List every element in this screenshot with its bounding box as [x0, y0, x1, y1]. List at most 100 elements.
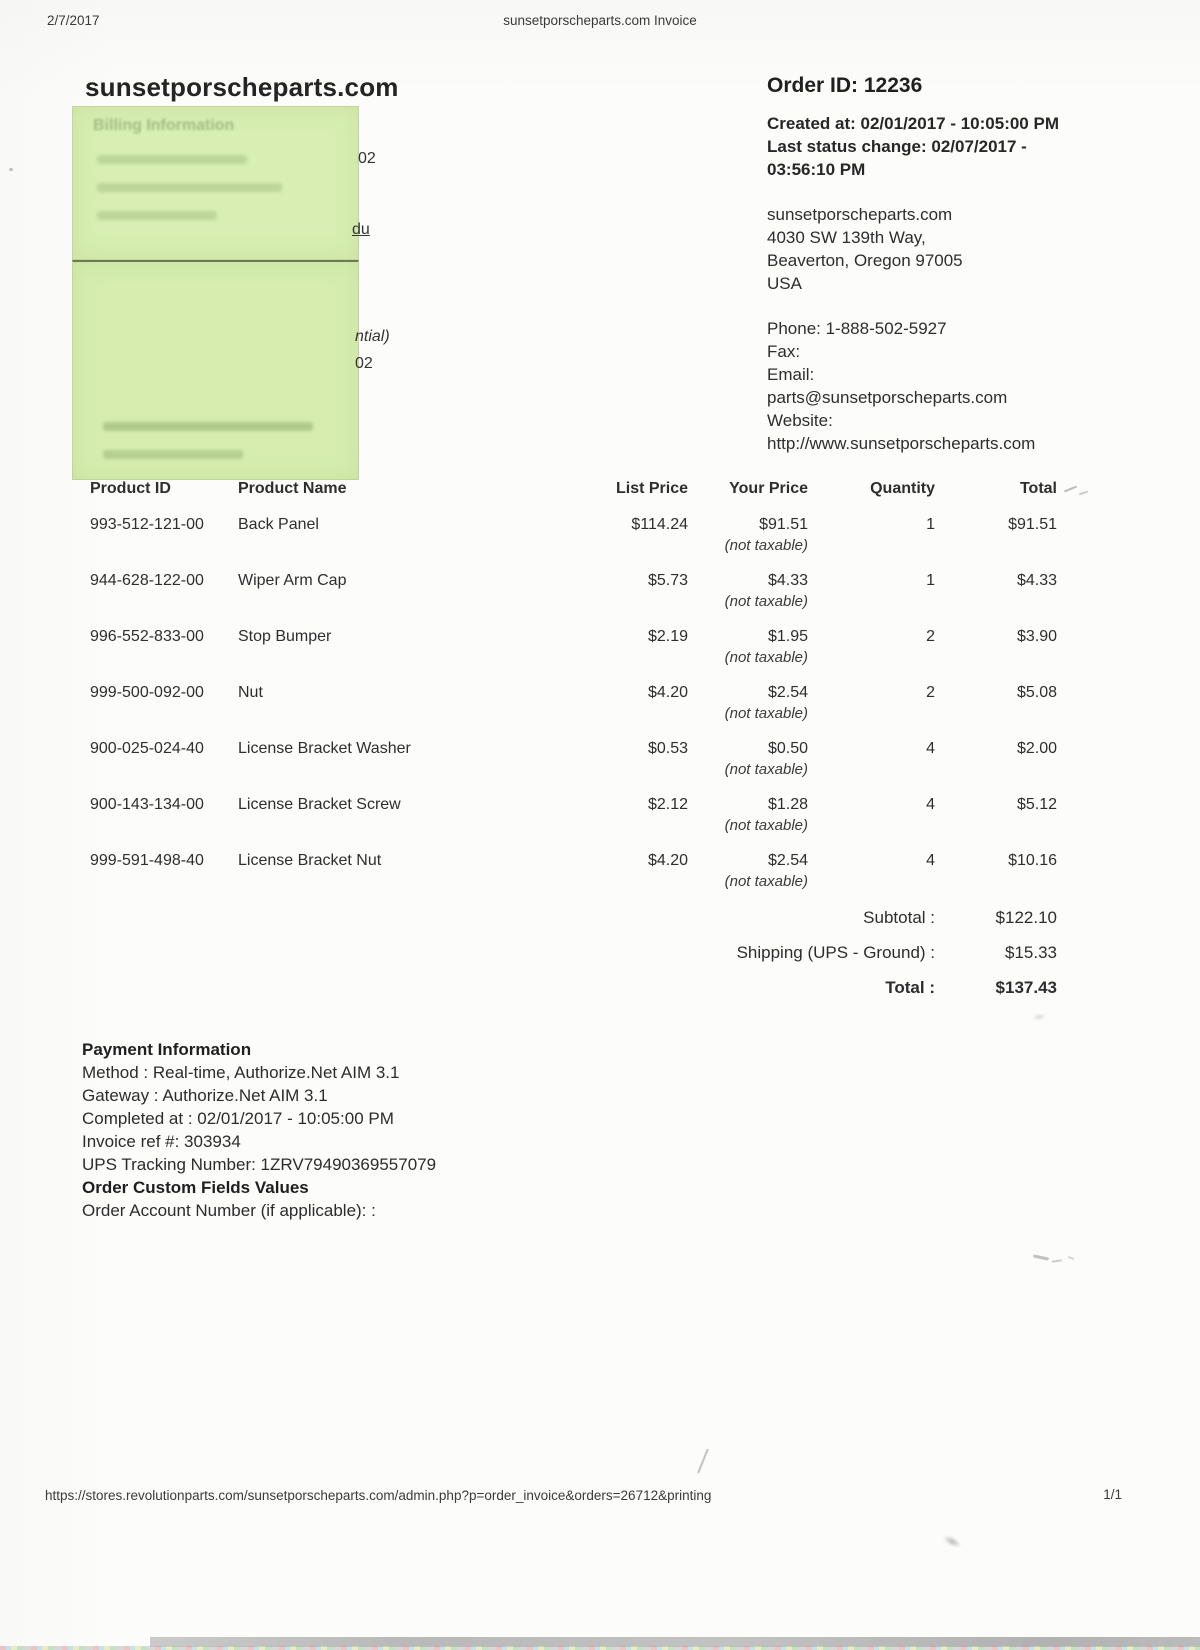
merchant-contact-block: Phone: 1-888-502-5927 Fax: Email: parts@… — [767, 317, 1107, 455]
pencil-mark — [1078, 490, 1089, 496]
cell-list-price: $5.73 — [647, 572, 688, 589]
cell-tax-note: (not taxable) — [724, 761, 808, 778]
summary-label: Subtotal : — [863, 908, 935, 927]
cell-product-id: 944-628-122-00 — [90, 572, 204, 589]
order-id-heading: Order ID: 12236 — [767, 74, 923, 97]
pencil-scribble — [1032, 1254, 1050, 1261]
cell-quantity: 4 — [926, 852, 935, 869]
ghost-text-line — [97, 155, 247, 164]
ghost-text-line — [103, 450, 243, 459]
ghost-text-line — [97, 183, 282, 192]
cell-total: $10.16 — [1008, 852, 1057, 869]
cell-tax-note: (not taxable) — [724, 705, 808, 722]
merchant-website: http://www.sunsetporscheparts.com — [767, 434, 1036, 453]
cell-tax-note: (not taxable) — [724, 649, 808, 666]
cell-list-price: $0.53 — [647, 740, 688, 757]
merchant-email: parts@sunsetporscheparts.com — [767, 388, 1008, 407]
cell-tax-note: (not taxable) — [724, 593, 808, 610]
cell-product-name: License Bracket Screw — [238, 796, 401, 813]
col-header-your-price: Your Price — [729, 480, 808, 497]
scan-noise-line — [0, 1646, 1200, 1650]
cell-total: $5.08 — [1016, 684, 1057, 701]
table-row: 993-512-121-00 Back Panel $114.24 $91.51… — [90, 516, 1057, 572]
merchant-address-line3: USA — [767, 274, 802, 293]
merchant-name: sunsetporscheparts.com — [767, 205, 953, 224]
print-footer-url: https://stores.revolutionparts.com/sunse… — [45, 1488, 712, 1503]
summary-value: $15.33 — [1005, 943, 1057, 962]
scan-edge-bar — [150, 1637, 1200, 1647]
items-rows: 993-512-121-00 Back Panel $114.24 $91.51… — [90, 516, 1057, 908]
table-row: 999-500-092-00 Nut $4.20 $2.54 2 $5.08 (… — [90, 684, 1057, 740]
store-name-heading: sunsetporscheparts.com — [85, 72, 399, 102]
cell-product-name: Stop Bumper — [238, 628, 332, 645]
cell-product-name: Wiper Arm Cap — [238, 572, 347, 589]
cell-quantity: 4 — [926, 796, 935, 813]
merchant-address-line2: Beaverton, Oregon 97005 — [767, 251, 963, 270]
print-header-date: 2/7/2017 — [47, 13, 100, 28]
merchant-website-label: Website: — [767, 411, 833, 430]
cell-list-price: $114.24 — [631, 516, 688, 533]
cell-quantity: 1 — [926, 572, 935, 589]
partial-shipping-zip: 02 — [355, 355, 373, 372]
cell-quantity: 2 — [926, 628, 935, 645]
payment-heading: Payment Information — [82, 1040, 252, 1059]
payment-line: Gateway : Authorize.Net AIM 3.1 — [82, 1086, 328, 1105]
order-info-column: Order ID: 12236 Created at: 02/01/2017 -… — [767, 74, 1107, 455]
pencil-scribble — [1051, 1259, 1063, 1263]
cell-your-price: $2.54 — [767, 684, 808, 701]
merchant-fax: Fax: — [767, 342, 801, 361]
cell-list-price: $2.19 — [647, 628, 688, 645]
cell-list-price: $2.12 — [647, 796, 688, 813]
partial-residential-text: ntial) — [355, 328, 390, 345]
cell-tax-note: (not taxable) — [724, 873, 808, 890]
cell-your-price: $4.33 — [767, 572, 808, 589]
totals-summary: Subtotal : $122.10 Shipping (UPS - Groun… — [90, 908, 1057, 1013]
cell-quantity: 4 — [926, 740, 935, 757]
cell-product-id: 900-143-134-00 — [90, 796, 204, 813]
table-row: 900-025-024-40 License Bracket Washer $0… — [90, 740, 1057, 796]
cell-product-id: 999-500-092-00 — [90, 684, 204, 701]
payment-lines: Method : Real-time, Authorize.Net AIM 3.… — [82, 1061, 682, 1176]
cell-product-id: 993-512-121-00 — [90, 516, 204, 533]
cell-your-price: $1.28 — [767, 796, 808, 813]
merchant-address-block: sunsetporscheparts.com 4030 SW 139th Way… — [767, 203, 1107, 295]
cell-quantity: 2 — [926, 684, 935, 701]
cell-quantity: 1 — [926, 516, 935, 533]
partial-email-link: du — [352, 221, 370, 238]
cell-tax-note: (not taxable) — [724, 817, 808, 834]
sticky-note-shipping — [72, 260, 359, 480]
order-created-at: Created at: 02/01/2017 - 10:05:00 PM — [767, 114, 1059, 133]
custom-fields-line: Order Account Number (if applicable): : — [82, 1201, 376, 1220]
cell-product-name: License Bracket Nut — [238, 852, 382, 869]
custom-fields-heading: Order Custom Fields Values — [82, 1178, 309, 1197]
cell-your-price: $2.54 — [767, 852, 808, 869]
col-header-quantity: Quantity — [870, 480, 935, 497]
cell-total: $4.33 — [1016, 572, 1057, 589]
payment-line: Completed at : 02/01/2017 - 10:05:00 PM — [82, 1109, 394, 1128]
merchant-address-line1: 4030 SW 139th Way, — [767, 228, 926, 247]
summary-value: $137.43 — [995, 978, 1057, 997]
order-last-status: Last status change: 02/07/2017 - 03:56:1… — [767, 137, 1027, 179]
col-header-product-name: Product Name — [238, 480, 347, 497]
cell-list-price: $4.20 — [647, 852, 688, 869]
table-row: 996-552-833-00 Stop Bumper $2.19 $1.95 2… — [90, 628, 1057, 684]
sticky-note-billing: Billing Information — [72, 106, 359, 260]
summary-row: Shipping (UPS - Ground) : $15.33 — [90, 943, 1057, 978]
col-header-list-price: List Price — [615, 480, 688, 497]
table-row: 999-591-498-40 License Bracket Nut $4.20… — [90, 852, 1057, 908]
cell-your-price: $0.50 — [767, 740, 808, 757]
cell-total: $2.00 — [1016, 740, 1057, 757]
cell-product-id: 900-025-024-40 — [90, 740, 204, 757]
cell-product-id: 996-552-833-00 — [90, 628, 204, 645]
payment-line: UPS Tracking Number: 1ZRV79490369557079 — [82, 1155, 437, 1174]
ghost-text-line — [103, 422, 313, 431]
summary-row: Subtotal : $122.10 — [90, 908, 1057, 943]
summary-row: Total : $137.43 — [90, 978, 1057, 1013]
cell-total: $91.51 — [1008, 516, 1057, 533]
table-row: 900-143-134-00 License Bracket Screw $2.… — [90, 796, 1057, 852]
cell-total: $5.12 — [1016, 796, 1057, 813]
items-table-header: Product ID Product Name List Price Your … — [90, 480, 1057, 498]
cell-your-price: $91.51 — [759, 516, 808, 533]
cell-your-price: $1.95 — [767, 628, 808, 645]
